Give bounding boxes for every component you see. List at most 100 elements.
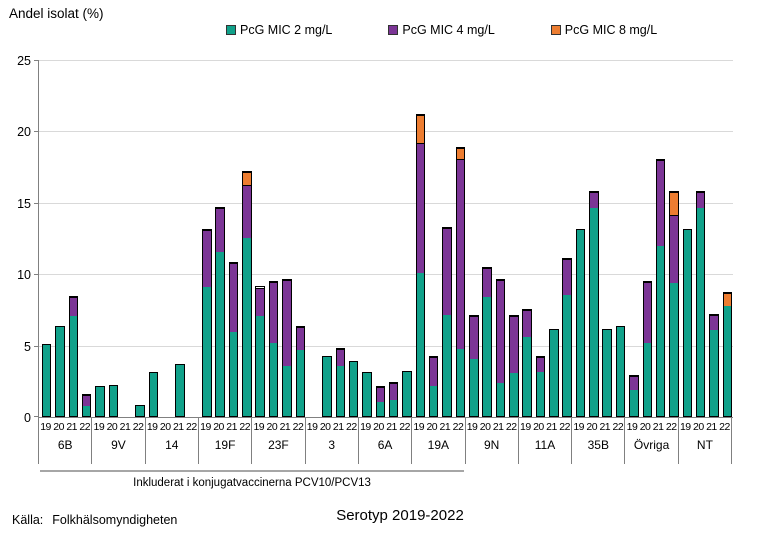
serotype-label: 14 [165, 438, 179, 452]
year-tick-label: 21 [439, 421, 451, 433]
bar-segment [42, 344, 51, 416]
bar [642, 280, 652, 417]
bar-segment [69, 316, 78, 416]
bar [549, 329, 559, 417]
bar-segment [670, 214, 678, 284]
y-axis-tick-label: 0 [24, 411, 31, 425]
year-tick-label: 22 [665, 421, 677, 433]
y-axis-tick-label: 5 [24, 339, 31, 354]
bar [362, 372, 372, 417]
year-tick-label: 20 [53, 421, 64, 433]
bar-segment [389, 400, 398, 416]
year-tick-label: 22 [345, 421, 357, 433]
gridline [39, 60, 733, 61]
bar [388, 382, 399, 417]
year-tick-label: 19 [520, 421, 531, 433]
bar [135, 405, 145, 417]
bar-segment [470, 316, 478, 359]
year-tick-label: 22 [505, 421, 517, 433]
year-tick-label: 19 [679, 421, 691, 433]
year-tick-label: 19 [413, 421, 425, 433]
year-tick-label: 20 [586, 421, 598, 433]
serotype-label: 23F [268, 438, 289, 452]
bar-segment [456, 158, 465, 349]
bar-segment [616, 327, 625, 416]
bar-segment [630, 390, 638, 416]
bar-segment [443, 227, 451, 315]
year-tick-row: 19 20 21 22 [39, 417, 91, 433]
year-tick-label: 19 [253, 421, 265, 433]
year-tick-label: 22 [399, 421, 410, 433]
year-tick-row: 19 20 21 22 [625, 417, 677, 433]
bar-segment [336, 348, 345, 367]
bar-segment [670, 191, 678, 215]
bar-segment [336, 366, 345, 416]
year-tick-label: 19 [306, 421, 318, 433]
bar-segment [590, 207, 598, 416]
year-tick-label: 19 [146, 421, 158, 433]
legend-label: PcG MIC 2 mg/L [240, 23, 333, 37]
gridline [39, 345, 733, 347]
bar [41, 343, 52, 417]
bar-segment [243, 237, 251, 416]
bar-segment [376, 387, 385, 402]
bar [228, 262, 239, 417]
bar [108, 385, 119, 417]
plot-area: 0 5 10 15 20 25 [17, 54, 733, 425]
bar-segment [203, 230, 211, 288]
legend-item: PcG MIC 8 mg/L [550, 23, 658, 37]
pcv-bracket-line [40, 470, 465, 472]
bar-segment [456, 348, 465, 416]
gridline [39, 274, 733, 276]
x-axis-group: 19 20 21 22 Övriga [624, 417, 677, 464]
x-axis-group: 19 20 21 22 35B [571, 417, 624, 464]
pcv-bracket-label: Inkluderat i konjugatvaccinerna PCV10/PC… [133, 477, 371, 489]
bar-segment [483, 267, 491, 298]
bar-segment [296, 327, 304, 351]
bar-segment [496, 280, 505, 384]
year-tick-label: 21 [172, 421, 184, 433]
year-tick-label: 21 [332, 421, 344, 433]
year-tick-label: 19 [626, 421, 638, 433]
year-tick-label: 20 [426, 421, 438, 433]
year-tick-label: 20 [106, 421, 118, 433]
bar [522, 309, 532, 417]
bar [335, 347, 346, 417]
year-tick-label: 20 [266, 421, 278, 433]
bar-segment [723, 293, 732, 307]
x-axis-group: 19 20 21 22 NT [677, 417, 733, 464]
bar [495, 279, 506, 417]
legend-label: PcG MIC 4 mg/L [402, 23, 495, 37]
year-tick-label: 20 [319, 421, 331, 433]
bar-segment [576, 230, 585, 416]
y-axis-tick [34, 416, 39, 417]
legend-item: PcG MIC 4 mg/L [388, 23, 495, 37]
serotype-label: 19A [427, 438, 450, 452]
bar [148, 372, 159, 417]
legend-label: PcG MIC 8 mg/L [564, 23, 658, 37]
bar [402, 370, 412, 417]
bar-segment [536, 371, 545, 416]
bar [282, 279, 292, 417]
serotype-label: 6B [57, 438, 73, 452]
gridline [39, 131, 733, 133]
y-axis-tick [34, 274, 39, 276]
bar-segment [403, 371, 411, 416]
y-axis-tick [34, 131, 39, 133]
year-tick-row: 19 20 21 22 [252, 417, 304, 433]
serotype-label: Övriga [633, 438, 670, 452]
bar [482, 266, 492, 417]
bar [255, 286, 265, 417]
serotype-label: 3 [328, 438, 336, 452]
year-tick-label: 19 [40, 421, 51, 433]
legend-item: PcG MIC 2 mg/L [226, 23, 332, 37]
bar-segment [283, 366, 291, 416]
x-axis-group: 19 20 21 22 9N [464, 417, 518, 464]
bar [589, 190, 599, 417]
bar-segment [523, 337, 531, 416]
bar-segment [296, 350, 304, 416]
x-axis-group: 19 20 21 22 23F [251, 417, 304, 464]
bar [615, 326, 626, 417]
year-tick-label: 20 [373, 421, 384, 433]
